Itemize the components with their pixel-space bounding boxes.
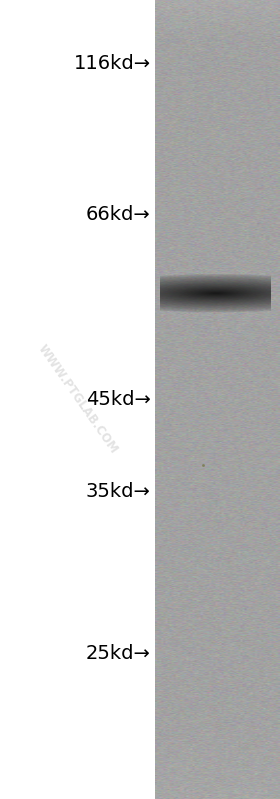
Text: 45kd→: 45kd→ bbox=[86, 390, 151, 409]
Text: 66kd→: 66kd→ bbox=[86, 205, 151, 224]
Text: WWW.PTGLAB.COM: WWW.PTGLAB.COM bbox=[35, 343, 120, 456]
Text: 116kd→: 116kd→ bbox=[74, 54, 151, 74]
Text: 35kd→: 35kd→ bbox=[86, 482, 151, 501]
Text: 25kd→: 25kd→ bbox=[86, 644, 151, 663]
